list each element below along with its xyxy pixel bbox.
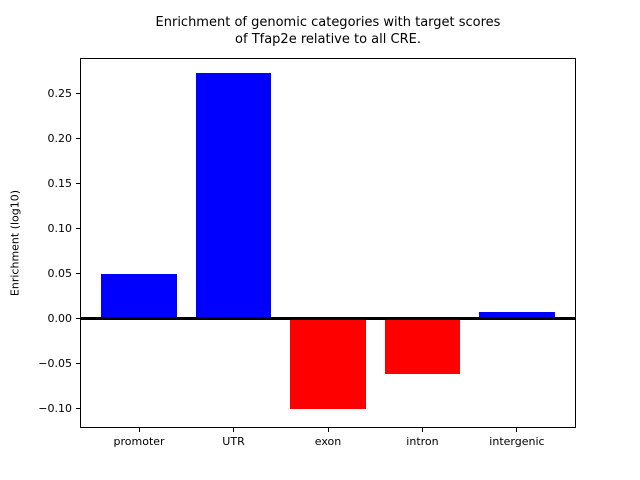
x-tick-label-intergenic: intergenic bbox=[489, 435, 545, 448]
y-tick-label: 0.15 bbox=[47, 176, 73, 190]
x-tick-label-UTR: UTR bbox=[222, 435, 245, 448]
chart-title-line-2: of Tfap2e relative to all CRE. bbox=[235, 32, 421, 47]
y-tick-label: −0.05 bbox=[38, 356, 72, 370]
y-tick-mark bbox=[76, 92, 80, 94]
x-tick-mark bbox=[327, 428, 329, 432]
y-tick-label: 0.00 bbox=[47, 311, 73, 325]
y-tick-label: 0.20 bbox=[47, 131, 73, 145]
bar-intron bbox=[384, 318, 461, 374]
x-tick-mark bbox=[421, 428, 423, 432]
x-tick-mark bbox=[233, 428, 235, 432]
x-tick-label-intron: intron bbox=[406, 435, 439, 448]
y-tick-mark bbox=[76, 317, 80, 319]
y-tick-mark bbox=[76, 272, 80, 274]
x-tick-label-exon: exon bbox=[314, 435, 342, 448]
y-tick-label: 0.25 bbox=[47, 86, 73, 100]
x-tick-mark bbox=[516, 428, 518, 432]
bar-UTR bbox=[195, 73, 272, 319]
chart-title-line-1: Enrichment of genomic categories with ta… bbox=[155, 15, 501, 30]
y-tick-mark bbox=[76, 182, 80, 184]
y-tick-mark bbox=[76, 407, 80, 409]
bar-promoter bbox=[101, 274, 177, 319]
y-tick-label: 0.10 bbox=[47, 221, 73, 235]
bar-intergenic bbox=[479, 311, 555, 319]
bar-exon bbox=[290, 318, 366, 410]
y-tick-label: 0.05 bbox=[47, 266, 73, 280]
y-tick-mark bbox=[76, 362, 80, 364]
zero-line bbox=[80, 316, 576, 320]
y-tick-mark bbox=[76, 227, 80, 229]
chart-title: Enrichment of genomic categories with ta… bbox=[80, 14, 576, 48]
y-tick-label: −0.10 bbox=[38, 401, 72, 415]
plot-area bbox=[80, 58, 576, 428]
y-tick-mark bbox=[76, 137, 80, 139]
x-tick-label-promoter: promoter bbox=[113, 435, 165, 448]
y-axis-label: Enrichment (log10) bbox=[8, 189, 22, 297]
x-tick-mark bbox=[138, 428, 140, 432]
